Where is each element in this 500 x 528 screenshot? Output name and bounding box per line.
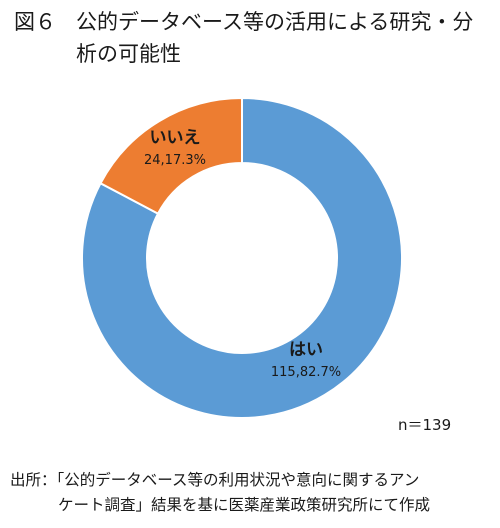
figure-title-line2: 析の可能性 (76, 42, 181, 66)
slice-label-yes-category: はい (289, 340, 323, 360)
figure-number: 図６ (14, 10, 56, 34)
source-note: 出所：「公的データベース等の利用状況や意向に関するアン ケート調査」結果を基に医… (10, 468, 496, 518)
donut-slice-no (99, 96, 243, 215)
slice-label-no-value: 24,17.3% (144, 153, 206, 168)
figure-title: 図６ 公的データベース等の活用による研究・分 析の可能性 (14, 6, 484, 70)
source-line1: 出所：「公的データベース等の利用状況や意向に関するアン (10, 471, 420, 489)
slice-label-yes-value: 115,82.7% (271, 365, 341, 380)
sample-size-label: n＝139 (398, 416, 452, 434)
figure-title-line1: 公的データベース等の活用による研究・分 (76, 10, 474, 34)
chart-slices (81, 96, 403, 419)
source-line2: ケート調査」結果を基に医薬産業政策研究所にて作成 (58, 496, 431, 514)
chart-labels: はい 115,82.7% いいえ 24,17.3% (144, 128, 341, 380)
slice-label-no-category: いいえ (150, 128, 201, 148)
donut-slice-yes (81, 96, 403, 419)
